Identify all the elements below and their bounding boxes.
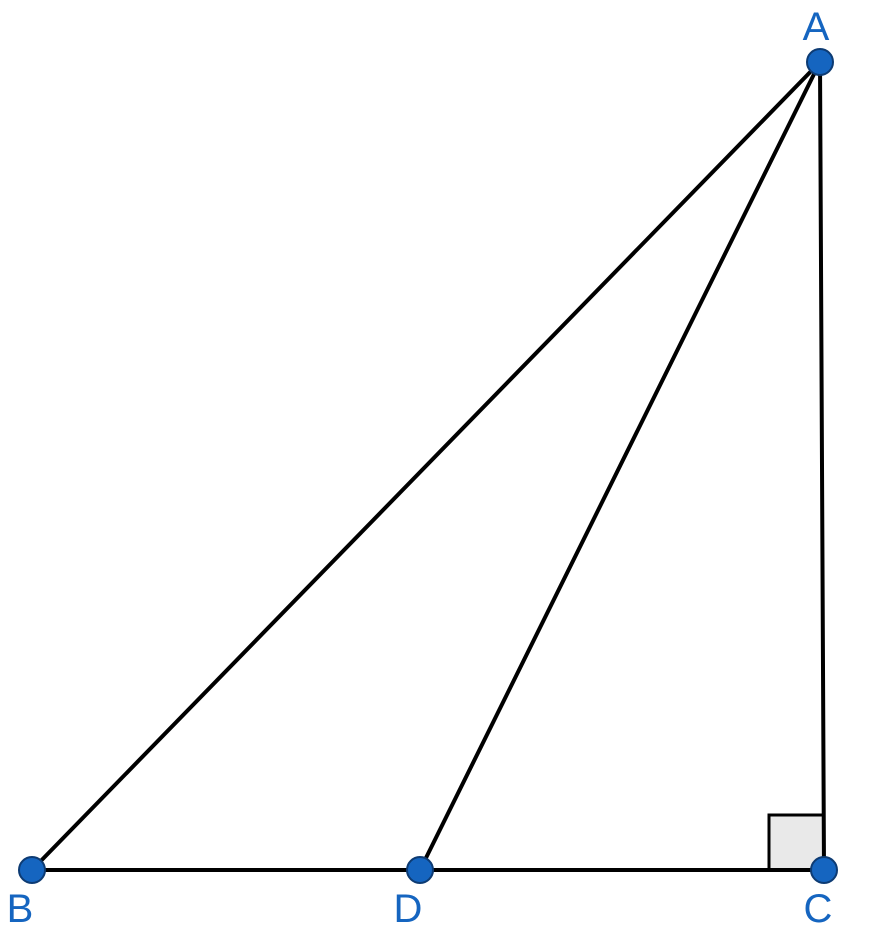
point-A xyxy=(807,49,833,75)
labels-group: A B C D xyxy=(7,5,833,931)
segments-group xyxy=(32,62,824,870)
label-C: C xyxy=(804,887,833,931)
label-D: D xyxy=(394,887,423,931)
point-B xyxy=(19,857,45,883)
label-A: A xyxy=(803,5,830,49)
point-D xyxy=(407,857,433,883)
label-B: B xyxy=(7,887,34,931)
segment-AB xyxy=(32,62,820,870)
triangle-diagram: A B C D xyxy=(0,0,871,942)
point-C xyxy=(811,857,837,883)
segment-AD xyxy=(420,62,820,870)
segment-CA xyxy=(820,62,824,870)
